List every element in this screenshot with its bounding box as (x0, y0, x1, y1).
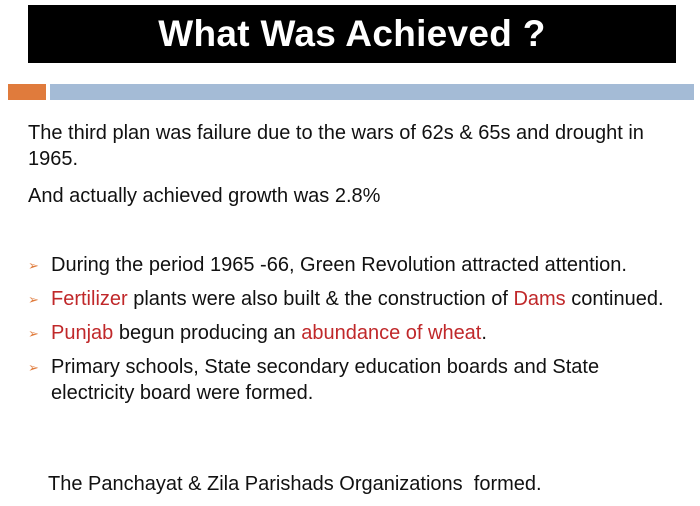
footer-panchayat: The Panchayat & Zila Parishads Organizat… (48, 473, 542, 495)
title-bar: What Was Achieved ? (28, 5, 676, 63)
arrow-bullet-icon: ➢ (28, 326, 39, 341)
arrow-bullet-icon: ➢ (28, 258, 39, 273)
slide-title: What Was Achieved ? (158, 13, 546, 54)
bullet-punjab-wheat: ➢ Punjab begun producing an abundance of… (28, 320, 678, 346)
bullet-text: During the period 1965 -66, Green Revolu… (51, 254, 627, 276)
bullet-schools-boards: ➢ Primary schools, State secondary educa… (28, 354, 678, 406)
accent-bar-orange (8, 84, 46, 100)
paragraph-growth: And actually achieved growth was 2.8% (28, 185, 381, 207)
highlight-abundance-of-wheat: abundance of wheat (301, 322, 482, 344)
highlight-fertilizer: Fertilizer (51, 288, 128, 310)
bullet-text: begun producing an (113, 322, 302, 344)
arrow-bullet-icon: ➢ (28, 360, 39, 375)
bullet-text: plants were also built & the constructio… (127, 288, 514, 310)
bullet-list: ➢ During the period 1965 -66, Green Revo… (28, 252, 678, 414)
bullet-fertilizer-dams: ➢ Fertilizer plants were also built & th… (28, 286, 678, 312)
accent-bar-blue (50, 84, 694, 100)
arrow-bullet-icon: ➢ (28, 292, 39, 307)
paragraph-third-plan: The third plan was failure due to the wa… (28, 122, 644, 170)
bullet-text: . (481, 322, 487, 344)
bullet-green-revolution: ➢ During the period 1965 -66, Green Revo… (28, 252, 678, 278)
bullet-text: continued. (565, 288, 664, 310)
bullet-text: Primary schools, State secondary educati… (51, 356, 600, 404)
highlight-punjab: Punjab (51, 322, 114, 344)
highlight-dams: Dams (513, 288, 566, 310)
